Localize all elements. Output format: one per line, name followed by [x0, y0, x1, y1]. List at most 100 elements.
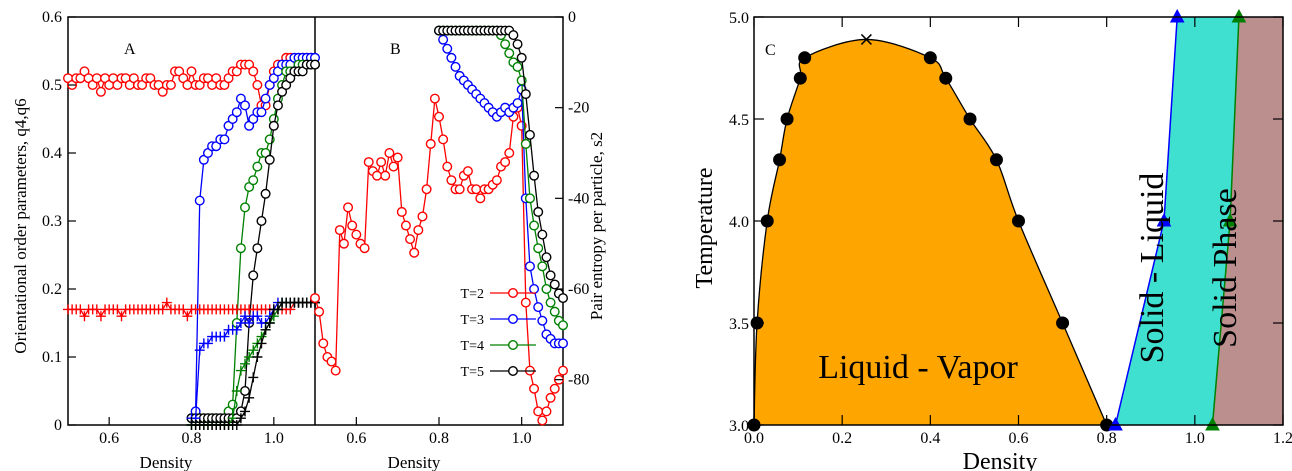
data-point-plus — [202, 338, 213, 349]
coexistence-point — [1012, 214, 1025, 228]
ticks-b: 0 -20 -40 -60 -80 0.6 0.8 1.0 — [346, 9, 589, 447]
data-point-plus — [95, 311, 106, 322]
legend-b: T=2 T=3 T=4 T=5 — [461, 287, 536, 380]
y-tick-label-b: -40 — [568, 190, 589, 207]
x-tick-label-c: 0.4 — [920, 430, 940, 447]
data-point-plus — [272, 304, 283, 315]
data-point-circle — [545, 297, 556, 308]
data-point-circle — [537, 261, 548, 272]
legend-marker — [508, 314, 519, 325]
x-tick-label-b: 0.8 — [429, 430, 449, 447]
data-point-circle — [533, 243, 544, 254]
y-tick-label-c: 3.5 — [729, 316, 749, 333]
data-point-circle — [91, 73, 102, 84]
y-tick-label-a: 0.2 — [42, 281, 62, 298]
data-point-circle — [165, 79, 176, 90]
data-point-circle — [252, 79, 263, 90]
y-tick-label-b: -60 — [568, 281, 589, 298]
data-point-circle — [240, 100, 251, 111]
region-label-solid-phase: Solid Phase — [1207, 188, 1244, 348]
data-point-circle — [260, 188, 271, 199]
data-point-circle — [541, 252, 552, 263]
data-point-circle — [454, 184, 465, 195]
data-point-circle — [529, 284, 540, 295]
data-point-circle — [434, 111, 445, 122]
data-point-circle — [524, 261, 535, 272]
x-tick-label-c: 0.6 — [1009, 430, 1029, 447]
y-tick-label-a: 0 — [54, 417, 62, 434]
data-point-circle — [545, 270, 556, 281]
data-point-circle — [537, 315, 548, 326]
data-point-circle — [351, 229, 362, 240]
data-point-circle — [491, 175, 502, 186]
y-tick-label-a: 0.4 — [42, 145, 62, 162]
data-point-circle — [533, 302, 544, 313]
data-point-circle — [500, 157, 511, 168]
data-point-circle — [529, 383, 540, 394]
data-point-circle — [421, 184, 432, 195]
data-point-circle — [252, 243, 263, 254]
y-axis-label-c: Temperature — [692, 168, 718, 289]
data-point-circle — [248, 66, 259, 77]
x-tick-label-a: 0.8 — [182, 430, 202, 447]
plot-a — [63, 52, 321, 430]
data-point-plus — [231, 420, 242, 430]
data-point-circle — [442, 161, 453, 172]
data-point-circle — [392, 152, 403, 163]
data-point-circle — [529, 220, 540, 231]
data-point-circle — [516, 120, 527, 131]
data-point-circle — [194, 195, 205, 206]
coexistence-point — [793, 71, 807, 85]
x-tick-label-b: 0.6 — [346, 430, 366, 447]
legend-label: T=3 — [461, 313, 484, 328]
data-point-plus — [244, 318, 255, 328]
data-point-circle — [524, 129, 535, 140]
data-point-circle — [512, 39, 523, 50]
data-point-circle — [330, 365, 341, 376]
data-point-circle — [231, 107, 242, 118]
data-point-circle — [512, 98, 523, 109]
data-point-plus — [182, 311, 193, 322]
panel-label-c: C — [765, 42, 776, 59]
data-point-circle — [438, 134, 449, 145]
legend-marker — [508, 288, 519, 299]
legend-label: T=5 — [461, 365, 484, 380]
data-point-circle — [504, 147, 515, 158]
legend-marker — [508, 340, 519, 351]
data-point-circle — [384, 147, 395, 158]
y-tick-label-c: 3.0 — [729, 418, 749, 435]
data-point-circle — [558, 320, 569, 331]
data-point-circle — [338, 238, 349, 249]
data-point-circle — [500, 39, 511, 50]
data-point-circle — [558, 293, 569, 304]
ticks-a: 0 0.1 0.2 0.3 0.4 0.5 0.6 0.6 0.8 1.0 — [42, 9, 284, 447]
data-point-circle — [219, 134, 230, 145]
y-tick-label-b: -20 — [568, 100, 589, 117]
x-tick-label-c: 0.0 — [744, 430, 764, 447]
data-point-circle — [182, 79, 193, 90]
y-tick-label-a: 0.3 — [42, 213, 62, 230]
x-tick-label-b: 1.0 — [512, 430, 532, 447]
y-axis-label-b: Pair entropy per particle, s2 — [587, 132, 606, 320]
plot-b — [310, 25, 569, 426]
data-point-circle — [462, 166, 473, 177]
melting-point — [1222, 212, 1238, 227]
data-point-plus — [235, 413, 246, 424]
data-point-circle — [442, 43, 453, 54]
data-point-plus — [240, 406, 251, 417]
data-point-plus — [260, 324, 271, 335]
x-tick-label-c: 1.0 — [1185, 430, 1205, 447]
y-tick-label-b: -80 — [568, 372, 589, 389]
data-point-circle — [347, 220, 358, 231]
data-point-circle — [446, 175, 457, 186]
data-point-circle — [558, 338, 569, 349]
coexistence-point — [989, 153, 1003, 167]
data-point-circle — [248, 175, 259, 186]
data-point-plus — [219, 331, 230, 342]
data-point-circle — [537, 229, 548, 240]
data-point-circle — [545, 392, 556, 403]
data-point-circle — [260, 93, 271, 104]
data-point-plus — [116, 311, 127, 322]
data-point-plus — [256, 338, 267, 349]
data-point-circle — [516, 52, 527, 63]
